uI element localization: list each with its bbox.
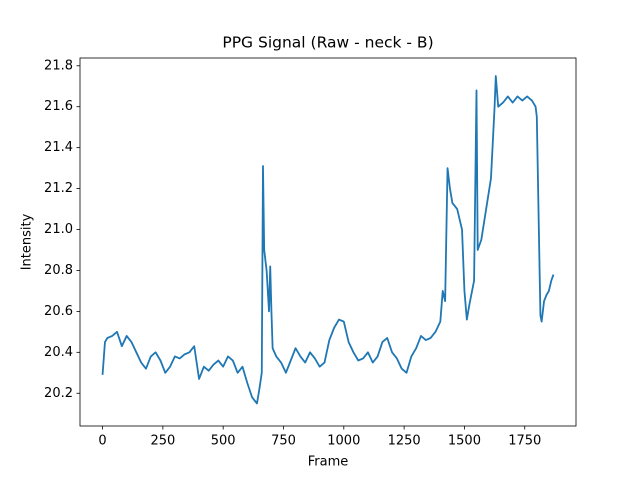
y-tick-label: 21.2 [44, 181, 73, 196]
x-tick-label: 1500 [448, 434, 481, 449]
data-line [101, 75, 555, 405]
x-tick-label: 750 [271, 434, 296, 449]
x-axis-label: Frame [308, 455, 349, 470]
chart-title: PPG Signal (Raw - neck - B) [222, 34, 433, 52]
y-tick-label: 21.8 [44, 58, 73, 73]
x-tick-label: 0 [98, 434, 106, 449]
x-tick-label: 1000 [327, 434, 360, 449]
x-tick-label: 1250 [388, 434, 421, 449]
y-tick-label: 20.8 [44, 263, 73, 278]
y-tick-label: 20.2 [44, 386, 73, 401]
x-tick-label: 500 [211, 434, 236, 449]
x-tick-label: 1750 [508, 434, 541, 449]
y-tick-label: 21.4 [44, 140, 73, 155]
y-tick-label: 20.6 [44, 304, 73, 319]
y-axis-label: Intensity [20, 213, 35, 270]
plot-frame [79, 57, 577, 427]
y-tick-label: 21.0 [44, 222, 73, 237]
y-tick-label: 20.4 [44, 345, 73, 360]
y-tick-label: 21.6 [44, 99, 73, 114]
x-tick-label: 250 [150, 434, 175, 449]
